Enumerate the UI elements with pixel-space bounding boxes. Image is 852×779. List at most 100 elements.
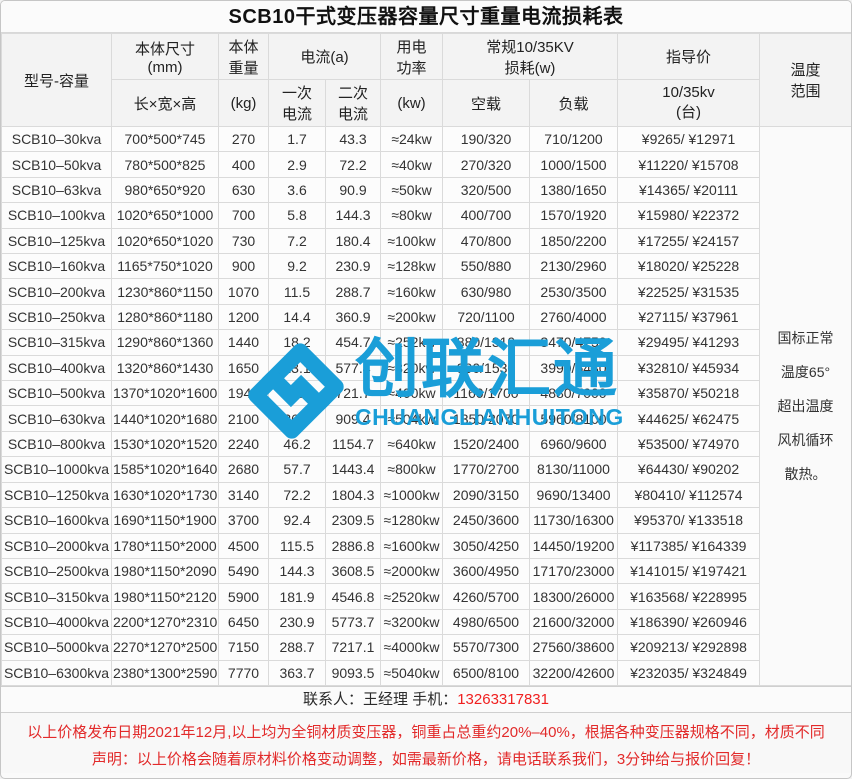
- price-cell: ¥22525/ ¥31535: [617, 278, 761, 305]
- table-row: SCB10–5000kva 2270*1270*2500 7150 288.7 7217…: [1, 634, 852, 661]
- header-current: 电流(a): [268, 33, 381, 80]
- load-loss-cell: 5960/8100: [528, 405, 619, 432]
- noload-loss-cell: 400/700: [442, 202, 530, 229]
- price-cell: ¥17255/ ¥24157: [617, 227, 761, 255]
- noload-loss-cell: 190/320: [442, 125, 530, 153]
- size-cell: 1780*1150*2000: [111, 532, 219, 559]
- size-cell: 1020*650*1000: [111, 202, 219, 229]
- price-cell: ¥186390/ ¥260946: [617, 608, 761, 636]
- noload-loss-cell: 3600/4950: [442, 557, 530, 585]
- secondary-current-cell: 454.7: [325, 329, 381, 356]
- secondary-current-cell: 90.9: [325, 176, 381, 204]
- power-cell: ≈24kw: [380, 125, 443, 153]
- size-cell: 2380*1300*2590: [111, 659, 219, 687]
- model-cell: SCB10–1250kva: [1, 481, 112, 509]
- header-current-primary: 一次 电流: [268, 79, 326, 127]
- price-cell: ¥27115/ ¥37961: [617, 303, 761, 331]
- header-power: 用电 功率: [380, 33, 443, 80]
- price-cell: ¥53500/ ¥74970: [617, 430, 761, 458]
- primary-current-cell: 1.7: [268, 125, 326, 153]
- secondary-current-cell: 7217.1: [325, 634, 381, 661]
- noload-loss-cell: 1160/1700: [442, 380, 530, 407]
- table-row: SCB10–4000kva 2200*1270*2310 6450 230.9 5773…: [1, 608, 852, 636]
- table-row: SCB10–2500kva 1980*1150*2090 5490 144.3 3608…: [1, 557, 852, 585]
- note-line-2: 声明：以上价格会随着原材料价格变动调整，如需最新价格，请电话联系我们，3分钟给与…: [91, 751, 761, 768]
- load-loss-cell: 14450/19200: [528, 532, 619, 559]
- noload-loss-cell: 1350/2070: [442, 405, 530, 432]
- header-loss-load: 负载: [528, 79, 619, 127]
- weight-cell: 4500: [218, 532, 269, 559]
- model-cell: SCB10–125kva: [1, 227, 112, 255]
- price-cell: ¥32810/ ¥45934: [617, 354, 761, 382]
- power-cell: ≈504kw: [380, 405, 443, 432]
- model-cell: SCB10–250kva: [1, 303, 112, 331]
- noload-loss-cell: 550/880: [442, 253, 530, 280]
- secondary-current-cell: 2309.5: [325, 507, 381, 534]
- size-cell: 780*500*825: [111, 151, 219, 178]
- noload-loss-cell: 6500/8100: [442, 659, 530, 687]
- table-row: SCB10–6300kva 2380*1300*2590 7770 363.7 9093…: [1, 659, 852, 687]
- weight-cell: 2100: [218, 405, 269, 432]
- size-cell: 1440*1020*1680: [111, 405, 219, 432]
- header-price: 指导价: [617, 33, 761, 80]
- weight-cell: 1940: [218, 380, 269, 407]
- price-cell: ¥35870/ ¥50218: [617, 380, 761, 407]
- secondary-current-cell: 909.4: [325, 405, 381, 432]
- primary-current-cell: 18.2: [268, 329, 326, 356]
- primary-current-cell: 28.9: [268, 380, 326, 407]
- power-cell: ≈1600kw: [380, 532, 443, 559]
- size-cell: 1690*1150*1900: [111, 507, 219, 534]
- load-loss-cell: 27560/38600: [528, 634, 619, 661]
- table-row: SCB10–1250kva 1630*1020*1730 3140 72.2 1804.…: [1, 481, 852, 509]
- header-price-sub: 10/35kv (台): [617, 79, 761, 127]
- secondary-current-cell: 2886.8: [325, 532, 381, 559]
- table-header: 型号-容量 本体尺寸 (mm) 本体 重量 电流(a) 用电 功率 常规10/3…: [1, 33, 851, 127]
- noload-loss-cell: 3050/4250: [442, 532, 530, 559]
- load-loss-cell: 11730/16300: [528, 507, 619, 534]
- primary-current-cell: 5.8: [268, 202, 326, 229]
- model-cell: SCB10–2500kva: [1, 557, 112, 585]
- noload-loss-cell: 2450/3600: [442, 507, 530, 534]
- spec-table: 型号-容量 本体尺寸 (mm) 本体 重量 电流(a) 用电 功率 常规10/3…: [1, 33, 852, 687]
- price-cell: ¥163568/ ¥228995: [617, 583, 761, 610]
- power-cell: ≈400kw: [380, 380, 443, 407]
- weight-cell: 5900: [218, 583, 269, 610]
- weight-cell: 700: [218, 202, 269, 229]
- price-cell: ¥209213/ ¥292898: [617, 634, 761, 661]
- price-cell: ¥9265/ ¥12971: [617, 125, 761, 153]
- price-cell: ¥141015/ ¥197421: [617, 557, 761, 585]
- load-loss-cell: 21600/32000: [528, 608, 619, 636]
- price-cell: ¥29495/ ¥41293: [617, 329, 761, 356]
- model-cell: SCB10–315kva: [1, 329, 112, 356]
- header-loss-noload: 空载: [442, 79, 530, 127]
- table-row: SCB10–3150kva 1980*1150*2120 5900 181.9 4546…: [1, 583, 852, 610]
- power-cell: ≈80kw: [380, 202, 443, 229]
- notes-section: 以上价格发布日期2021年12月,以上均为全铜材质变压器，铜重占总重约20%–4…: [1, 712, 851, 773]
- primary-current-cell: 36.4: [268, 405, 326, 432]
- size-cell: 1630*1020*1730: [111, 481, 219, 509]
- header-current-secondary: 二次 电流: [325, 79, 381, 127]
- secondary-current-cell: 288.7: [325, 278, 381, 305]
- contact-phone: 13263317831: [457, 691, 549, 708]
- model-cell: SCB10–400kva: [1, 354, 112, 382]
- load-loss-cell: 3990/5430: [528, 354, 619, 382]
- weight-cell: 270: [218, 125, 269, 153]
- load-loss-cell: 1570/1920: [528, 202, 619, 229]
- primary-current-cell: 23.1: [268, 354, 326, 382]
- noload-loss-cell: 4260/5700: [442, 583, 530, 610]
- primary-current-cell: 11.5: [268, 278, 326, 305]
- contact-bar: 联系人：王经理 手机：13263317831: [1, 686, 851, 712]
- table-row: SCB10–630kva 1440*1020*1680 2100 36.4 909.4 ≈…: [1, 405, 852, 432]
- noload-loss-cell: 1770/2700: [442, 456, 530, 483]
- price-cell: ¥18020/ ¥25228: [617, 253, 761, 280]
- primary-current-cell: 3.6: [268, 176, 326, 204]
- noload-loss-cell: 990/1530: [442, 354, 530, 382]
- load-loss-cell: 8130/11000: [528, 456, 619, 483]
- contact-label: 联系人：王经理 手机：: [303, 691, 458, 708]
- secondary-current-cell: 4546.8: [325, 583, 381, 610]
- power-cell: ≈100kw: [380, 227, 443, 255]
- table-row: SCB10–400kva 1320*860*1430 1650 23.1 577.4 ≈3…: [1, 354, 852, 382]
- size-cell: 980*650*920: [111, 176, 219, 204]
- table-row: SCB10–160kva 1165*750*1020 900 9.2 230.9 ≈128…: [1, 253, 852, 280]
- table-row: SCB10–200kva 1230*860*1150 1070 11.5 288.7 ≈1…: [1, 278, 852, 305]
